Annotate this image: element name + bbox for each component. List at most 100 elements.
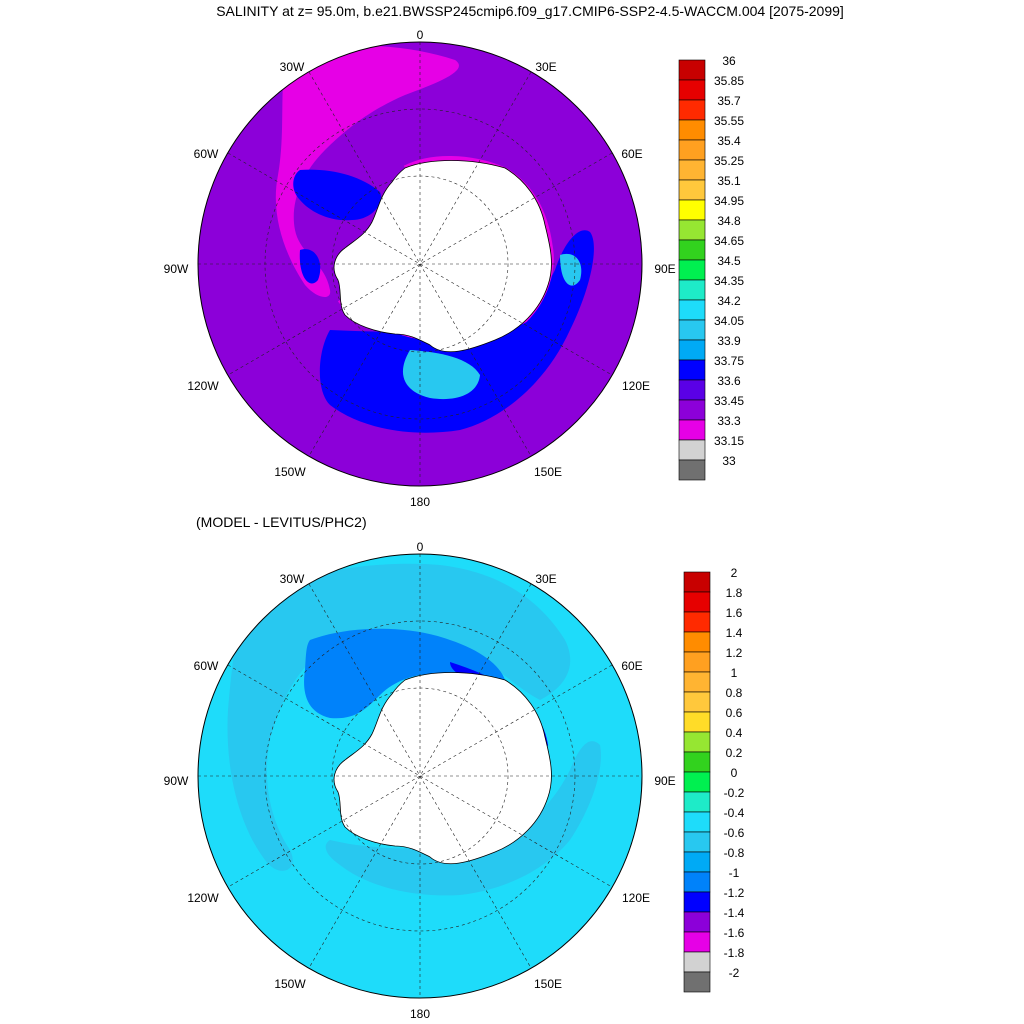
salinity-antarctica	[333, 160, 552, 353]
difference-colorbar-label: -0.2	[724, 786, 745, 800]
salinity-colorbar-label: 33.3	[717, 414, 741, 428]
salinity-mid-patch-ross	[402, 350, 480, 400]
salinity-map	[197, 41, 643, 487]
difference-map	[197, 553, 643, 999]
difference-subtitle: (MODEL - LEVITUS/PHC2)	[196, 514, 367, 530]
difference-antarctica	[333, 672, 552, 865]
difference-colorbar-box	[683, 931, 711, 953]
salinity-low-patch-west	[299, 249, 321, 284]
salinity-colorbar-label: 35.85	[714, 74, 744, 88]
salinity-colorbar-label: 33.45	[714, 394, 744, 408]
salinity-colorbar-box	[678, 139, 706, 161]
salinity-colorbar-label: 36	[722, 54, 736, 68]
difference-colorbar-label: 0	[731, 766, 738, 780]
salinity-colorbar-box	[678, 279, 706, 301]
difference-colorbar-box	[683, 691, 711, 713]
difference-colorbar-box	[683, 571, 711, 593]
difference-colorbar-box	[683, 811, 711, 833]
lon-label-30e: 30E	[535, 60, 556, 74]
lon-label-60e: 60E	[621, 659, 642, 673]
difference-colorbar-label: 1	[731, 666, 738, 680]
difference-colorbar-label: 2	[731, 566, 738, 580]
salinity-colorbar-label: 35.4	[717, 134, 741, 148]
lon-label-60w: 60W	[194, 659, 219, 673]
lon-label-120e: 120E	[622, 379, 650, 393]
difference-colorbar-label: -1.8	[724, 946, 745, 960]
lon-label-90e: 90E	[654, 262, 675, 276]
salinity-colorbar-box	[678, 339, 706, 361]
difference-colorbar-box	[683, 971, 711, 993]
salinity-colorbar-box	[678, 359, 706, 381]
difference-mid-band-ross	[325, 741, 601, 896]
salinity-colorbar-box	[678, 219, 706, 241]
salinity-colorbar-label: 33	[722, 454, 736, 468]
difference-colorbar-box	[683, 751, 711, 773]
lon-label-150e: 150E	[534, 977, 562, 991]
salinity-colorbar-label: 34.8	[717, 214, 741, 228]
salinity-colorbar-box	[678, 319, 706, 341]
difference-colorbar-label: 0.2	[726, 746, 743, 760]
difference-colorbar-label: 1.8	[726, 586, 743, 600]
difference-colorbar-box	[683, 591, 711, 613]
lon-label-120w: 120W	[187, 379, 219, 393]
figure-title: SALINITY at z= 95.0m, b.e21.BWSSP245cmip…	[216, 3, 844, 19]
lon-label-180: 180	[410, 1007, 430, 1021]
lon-label-150w: 150W	[274, 465, 306, 479]
salinity-colorbar: 36 35.85 35.7 35.55 35.4 35.25 35.1 34.95 34.8 34…	[678, 54, 744, 481]
lon-label-120w: 120W	[187, 891, 219, 905]
difference-colorbar-box	[683, 951, 711, 973]
salinity-colorbar-box	[678, 419, 706, 441]
salinity-colorbar-label: 34.95	[714, 194, 744, 208]
difference-colorbar-label: 1.2	[726, 646, 743, 660]
lon-label-90e: 90E	[654, 774, 675, 788]
salinity-colorbar-box	[678, 259, 706, 281]
lon-label-60w: 60W	[194, 147, 219, 161]
difference-graticule	[198, 554, 642, 998]
salinity-colorbar-label: 35.1	[717, 174, 741, 188]
salinity-colorbar-label: 33.6	[717, 374, 741, 388]
salinity-colorbar-box	[678, 79, 706, 101]
lon-label-30e: 30E	[535, 572, 556, 586]
salinity-colorbar-box	[678, 199, 706, 221]
lon-label-60e: 60E	[621, 147, 642, 161]
difference-colorbar-label: 0.6	[726, 706, 743, 720]
lon-label-150w: 150W	[274, 977, 306, 991]
salinity-graticule	[198, 42, 642, 486]
difference-colorbar-label: -2	[729, 966, 740, 980]
difference-longitude-labels: 0 30E 60E 90E 120E 150E 180 150W 120W 90…	[164, 540, 676, 1021]
difference-colorbar-box	[683, 631, 711, 653]
difference-colorbar-label: -0.8	[724, 846, 745, 860]
salinity-colorbar-label: 34.5	[717, 254, 741, 268]
difference-colorbar-box	[683, 871, 711, 893]
difference-colorbar-label: -1.4	[724, 906, 745, 920]
salinity-colorbar-label: 33.15	[714, 434, 744, 448]
difference-colorbar-box	[683, 831, 711, 853]
difference-colorbar-box	[683, 911, 711, 933]
salinity-colorbar-box	[678, 399, 706, 421]
difference-colorbar-label: 1.6	[726, 606, 743, 620]
lon-label-90w: 90W	[164, 262, 189, 276]
difference-colorbar-box	[683, 651, 711, 673]
salinity-longitude-labels: 0 30E 60E 90E 120E 150E 180 150W 120W 90…	[164, 28, 676, 509]
difference-colorbar-label: 0.8	[726, 686, 743, 700]
difference-colorbar-label: -0.4	[724, 806, 745, 820]
salinity-colorbar-label: 33.9	[717, 334, 741, 348]
lon-label-30w: 30W	[280, 60, 305, 74]
difference-colorbar-box	[683, 771, 711, 793]
salinity-colorbar-label: 34.35	[714, 274, 744, 288]
lon-label-0: 0	[417, 28, 424, 42]
lon-label-30w: 30W	[280, 572, 305, 586]
difference-colorbar: 2 1.8 1.6 1.4 1.2 1 0.8 0.6 0.4 0.2 0 -0.2 -0.4 -0.6 -…	[683, 566, 745, 993]
difference-colorbar-box	[683, 711, 711, 733]
salinity-colorbar-box	[678, 119, 706, 141]
salinity-low-patch-weddell	[293, 169, 381, 221]
difference-colorbar-label: -1	[729, 866, 740, 880]
salinity-mid-patch-east	[560, 253, 582, 286]
salinity-fresh-band-atlantic	[275, 45, 459, 297]
salinity-colorbar-label: 33.75	[714, 354, 744, 368]
difference-colorbar-label: -0.6	[724, 826, 745, 840]
difference-colorbar-box	[683, 851, 711, 873]
salinity-colorbar-box	[678, 439, 706, 461]
lon-label-90w: 90W	[164, 774, 189, 788]
